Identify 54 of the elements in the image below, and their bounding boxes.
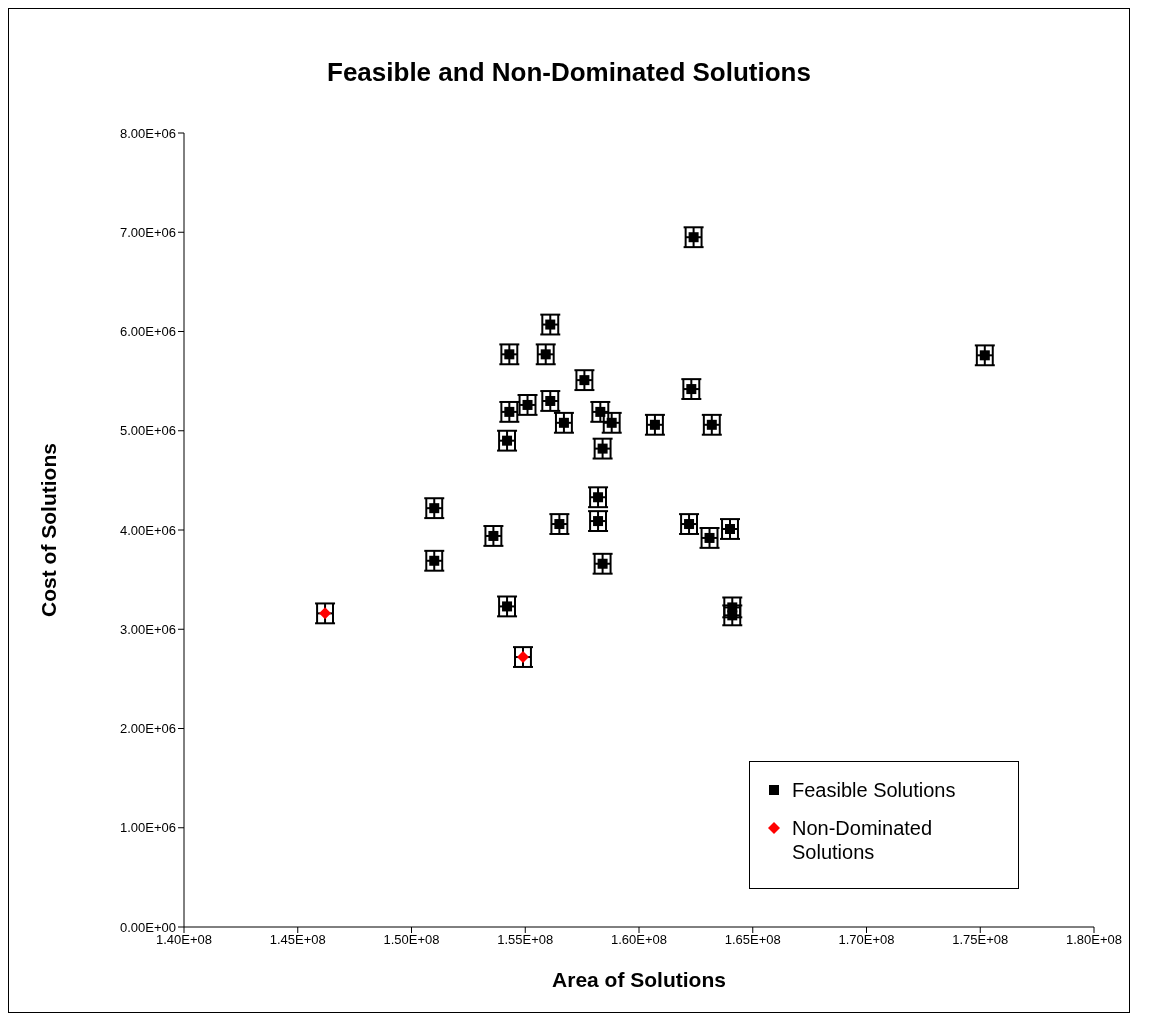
point: [504, 349, 515, 360]
point: [649, 419, 660, 430]
point: [727, 610, 738, 621]
point: [319, 607, 332, 620]
y-tick-label: 1.00E+06: [119, 820, 176, 836]
y-tick-label: 7.00E+06: [119, 224, 176, 240]
point: [686, 384, 697, 395]
point: [593, 516, 604, 527]
legend-label: Non-Dominated Solutions: [792, 816, 934, 864]
y-tick-label: 0.00E+00: [119, 919, 176, 935]
x-tick-label: 1.45E+08: [269, 932, 326, 948]
point: [595, 406, 606, 417]
point: [706, 419, 717, 430]
point: [579, 375, 590, 386]
point: [522, 399, 533, 410]
y-tick-label: 8.00E+06: [119, 125, 176, 141]
x-tick-label: 1.75E+08: [952, 932, 1009, 948]
point: [429, 555, 440, 566]
point: [688, 232, 699, 243]
point: [545, 319, 556, 330]
chart-title: Feasible and Non-Dominated Solutions: [326, 57, 812, 88]
point: [429, 503, 440, 514]
legend-label: Feasible Solutions: [792, 778, 956, 802]
x-tick-label: 1.60E+08: [610, 932, 668, 948]
x-tick-label: 1.55E+08: [497, 932, 554, 948]
point: [558, 417, 569, 428]
point: [606, 417, 617, 428]
point: [502, 601, 513, 612]
point: [593, 492, 604, 503]
y-tick-label: 4.00E+06: [119, 522, 176, 538]
x-tick-label: 1.80E+08: [1065, 932, 1123, 948]
point: [488, 530, 499, 541]
x-tick-label: 1.40E+08: [155, 932, 213, 948]
point: [516, 651, 529, 664]
y-tick-label: 3.00E+06: [119, 621, 176, 637]
x-axis-title: Area of Solutions: [552, 968, 726, 991]
point: [725, 524, 735, 535]
y-tick-label: 2.00E+06: [119, 721, 176, 737]
x-tick-label: 1.50E+08: [383, 932, 440, 948]
point: [545, 395, 556, 406]
y-tick-label: 5.00E+06: [119, 423, 176, 439]
x-tick-label: 1.70E+08: [838, 932, 895, 948]
point: [979, 350, 990, 361]
y-tick-label: 6.00E+06: [119, 324, 176, 340]
x-tick-label: 1.65E+08: [724, 932, 781, 948]
point: [597, 558, 608, 569]
point: [502, 435, 513, 446]
point: [540, 349, 551, 360]
point: [704, 532, 715, 543]
point: [554, 519, 565, 530]
point: [684, 519, 695, 530]
point: [597, 443, 608, 454]
point: [504, 406, 515, 417]
y-axis-title: Cost of Solutions: [37, 443, 61, 617]
